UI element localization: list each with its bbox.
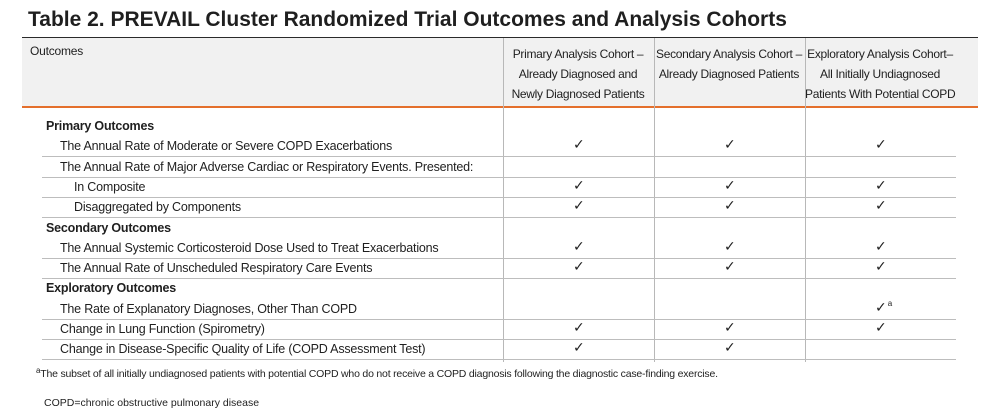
- checkmark-icon: ✓: [875, 198, 887, 214]
- footnote-reference: a: [887, 298, 893, 308]
- header-primary-cohort: Primary Analysis Cohort – Already Diagno…: [503, 44, 653, 104]
- outcome-label: The Annual Rate of Unscheduled Respirato…: [60, 261, 373, 276]
- checkmark-icon: ✓: [724, 340, 736, 356]
- checkmark-symbol: ✓: [573, 137, 585, 154]
- checkmark-symbol: ✓: [875, 299, 887, 316]
- checkmark-icon: ✓: [573, 178, 585, 194]
- outcome-label: Change in Disease-Specific Quality of Li…: [60, 342, 426, 357]
- header-primary-line: Newly Diagnosed Patients: [511, 87, 645, 101]
- header-primary-line: Already Diagnosed and: [518, 67, 638, 81]
- checkmark-symbol: ✓: [875, 238, 887, 255]
- outcome-label: The Annual Rate of Major Adverse Cardiac…: [60, 159, 474, 174]
- checkmark-icon: ✓: [875, 178, 887, 194]
- footnote: aThe subset of all initially undiagnosed…: [36, 366, 718, 380]
- table-row: Change in Disease-Specific Quality of Li…: [42, 339, 956, 361]
- checkmark-symbol: ✓: [573, 177, 585, 194]
- column-divider: [654, 38, 655, 362]
- header-secondary-line: Secondary Analysis Cohort –: [656, 47, 802, 61]
- checkmark-symbol: ✓: [724, 177, 736, 194]
- header-exploratory-line: Patients With Potential COPD: [805, 87, 956, 101]
- checkmark-symbol: ✓: [875, 137, 887, 154]
- table-row: Change in Lung Function (Spirometry) ✓ ✓ ✓: [42, 319, 956, 340]
- section-label: Secondary Outcomes: [46, 220, 171, 235]
- section-row: Exploratory Outcomes: [42, 278, 956, 298]
- checkmark-icon: ✓: [573, 340, 585, 356]
- checkmark-icon: ✓: [724, 320, 736, 336]
- checkmark-symbol: ✓: [573, 198, 585, 215]
- header-secondary-cohort: Secondary Analysis Cohort – Already Diag…: [654, 44, 804, 84]
- checkmark-symbol: ✓: [573, 238, 585, 255]
- header-primary-line: Primary Analysis Cohort –: [512, 47, 644, 61]
- checkmark-icon: ✓: [573, 259, 585, 275]
- header-exploratory-line: All Initially Undiagnosed: [820, 67, 940, 81]
- title-divider: [22, 37, 978, 38]
- checkmark-icon: ✓: [724, 178, 736, 194]
- checkmark-symbol: ✓: [724, 340, 736, 357]
- table-row: The Annual Systemic Corticosteroid Dose …: [42, 238, 956, 259]
- footnote-marker: a: [36, 366, 41, 375]
- table-title: Table 2. PREVAIL Cluster Randomized Tria…: [28, 8, 787, 31]
- header-secondary-line: Already Diagnosed Patients: [658, 67, 800, 81]
- checkmark-symbol: ✓: [875, 198, 887, 215]
- outcome-label: The Rate of Explanatory Diagnoses, Other…: [60, 301, 357, 316]
- abbreviations-note: COPD=chronic obstructive pulmonary disea…: [44, 397, 260, 409]
- checkmark-symbol: ✓: [724, 238, 736, 255]
- checkmark-symbol: ✓: [724, 137, 736, 154]
- outcome-label: In Composite: [74, 179, 146, 194]
- section-label: Primary Outcomes: [46, 119, 154, 133]
- section-row: Secondary Outcomes: [42, 218, 956, 238]
- checkmark-icon: ✓: [573, 239, 585, 255]
- section-label: Exploratory Outcomes: [46, 281, 177, 296]
- checkmark-symbol: ✓: [875, 259, 887, 276]
- table-row: Disaggregated by Components ✓ ✓ ✓: [42, 197, 956, 219]
- checkmark-symbol: ✓: [875, 320, 887, 336]
- section-row: Primary Outcomes: [42, 116, 956, 136]
- checkmark-symbol: ✓: [724, 198, 736, 215]
- checkmark-symbol: ✓: [724, 320, 736, 336]
- table-row: The Annual Rate of Moderate or Severe CO…: [42, 136, 956, 158]
- outcome-label: The Annual Systemic Corticosteroid Dose …: [60, 240, 439, 255]
- checkmark-icon: ✓: [573, 137, 585, 153]
- checkmark-icon: ✓: [724, 239, 736, 255]
- footnote-text: The subset of all initially undiagnosed …: [40, 368, 718, 380]
- checkmark-icon: ✓: [724, 259, 736, 275]
- outcome-label: The Annual Rate of Moderate or Severe CO…: [60, 139, 393, 154]
- checkmark-icon: ✓: [724, 198, 736, 214]
- checkmark-icon: ✓: [724, 137, 736, 153]
- header-divider: [22, 106, 978, 108]
- checkmark-symbol: ✓: [573, 340, 585, 357]
- checkmark-icon: ✓: [875, 239, 887, 255]
- header-exploratory-cohort: Exploratory Analysis Cohort– All Initial…: [805, 44, 956, 104]
- checkmark-icon: ✓: [573, 320, 585, 336]
- table-row: The Annual Rate of Major Adverse Cardiac…: [42, 157, 956, 178]
- table-row: The Annual Rate of Unscheduled Respirato…: [42, 258, 956, 280]
- checkmark-symbol: ✓: [573, 259, 585, 276]
- table-row: In Composite ✓ ✓ ✓: [42, 177, 956, 198]
- column-divider: [503, 38, 504, 362]
- checkmark-icon: ✓: [875, 259, 887, 275]
- checkmark-icon: ✓a: [875, 298, 893, 316]
- checkmark-symbol: ✓: [724, 259, 736, 276]
- table-row: The Rate of Explanatory Diagnoses, Other…: [42, 299, 956, 320]
- checkmark-symbol: ✓: [573, 320, 585, 336]
- table-header: [22, 38, 978, 106]
- checkmark-icon: ✓: [875, 320, 887, 336]
- checkmark-icon: ✓: [573, 198, 585, 214]
- outcome-label: Disaggregated by Components: [74, 200, 241, 215]
- checkmark-icon: ✓: [875, 137, 887, 153]
- checkmark-symbol: ✓: [875, 177, 887, 194]
- outcome-label: Change in Lung Function (Spirometry): [60, 322, 265, 336]
- header-exploratory-line: Exploratory Analysis Cohort–: [807, 47, 953, 61]
- column-divider: [805, 38, 806, 362]
- header-outcomes: Outcomes: [30, 44, 84, 58]
